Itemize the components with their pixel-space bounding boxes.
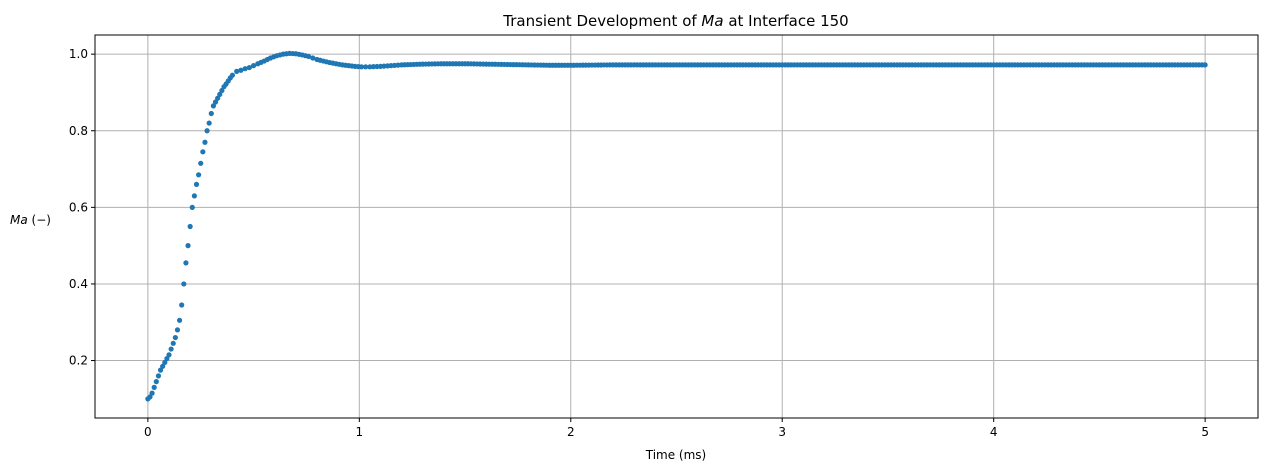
data-point xyxy=(210,103,217,109)
data-point xyxy=(181,281,187,287)
data-point xyxy=(358,64,365,70)
y-tick-label: 0.4 xyxy=(69,277,88,291)
grid xyxy=(95,35,1258,418)
chart-title-symbol: Ma xyxy=(701,12,723,30)
data-point xyxy=(305,53,312,60)
data-point xyxy=(206,120,212,126)
data-point xyxy=(155,373,162,379)
x-tick-label: 3 xyxy=(778,425,786,439)
chart-title-prefix: Transient Development of xyxy=(502,12,701,30)
data-point xyxy=(179,302,185,308)
data-point xyxy=(162,359,168,366)
data-point xyxy=(212,99,219,105)
data-point xyxy=(153,379,159,385)
data-point xyxy=(219,87,225,94)
data-point xyxy=(200,149,206,155)
data-point xyxy=(1202,62,1208,68)
data-point xyxy=(196,172,202,178)
data-point xyxy=(238,67,244,73)
data-point xyxy=(234,68,240,74)
y-tick-label: 0.8 xyxy=(69,124,88,138)
data-point xyxy=(160,363,166,369)
y-axis-label-unit: (−) xyxy=(28,213,51,227)
y-tick-label: 0.6 xyxy=(69,200,88,214)
data-point xyxy=(151,384,157,390)
data-point xyxy=(310,55,316,61)
data-point xyxy=(170,340,176,346)
x-axis-ticks: 0 1 2 3 4 5 xyxy=(144,418,1209,439)
plot-frame xyxy=(94,34,1259,419)
y-tick-label: 0.2 xyxy=(69,354,88,368)
data-point xyxy=(166,352,172,358)
data-point xyxy=(208,110,214,117)
data-point xyxy=(183,260,189,266)
data-point xyxy=(185,243,191,249)
x-tick-label: 0 xyxy=(144,425,152,439)
data-point xyxy=(250,63,257,69)
x-tick-label: 1 xyxy=(355,425,363,439)
y-axis-label-symbol: Ma xyxy=(10,213,28,227)
data-point xyxy=(191,193,197,199)
y-axis-ticks: 0.2 0.4 0.6 0.8 1.0 xyxy=(69,47,95,368)
data-point xyxy=(193,181,200,187)
data-point xyxy=(164,356,170,362)
data-point xyxy=(204,128,210,134)
data-point xyxy=(189,204,195,210)
data-point xyxy=(198,160,204,166)
data-point xyxy=(217,91,223,97)
scatter-series xyxy=(145,50,1208,402)
data-point xyxy=(147,394,153,400)
data-point xyxy=(157,367,164,373)
chart-title: Transient Development of Ma at Interface… xyxy=(502,12,848,30)
data-point xyxy=(215,95,221,101)
y-axis-label: Ma (−) xyxy=(10,213,51,227)
data-point xyxy=(172,334,178,341)
y-tick-label: 1.0 xyxy=(69,47,88,61)
data-point xyxy=(363,64,369,70)
data-point xyxy=(149,390,155,396)
data-point xyxy=(174,327,181,333)
x-tick-label: 5 xyxy=(1201,425,1209,439)
data-point xyxy=(202,139,208,145)
data-point xyxy=(176,317,183,323)
data-point xyxy=(168,346,174,352)
x-tick-label: 4 xyxy=(990,425,998,439)
data-point xyxy=(187,223,193,230)
data-point xyxy=(242,66,248,72)
x-tick-label: 2 xyxy=(567,425,575,439)
data-point xyxy=(246,64,252,71)
data-point xyxy=(229,72,236,78)
chart-title-suffix: at Interface 150 xyxy=(724,12,849,30)
x-axis-label: Time (ms) xyxy=(645,448,707,462)
